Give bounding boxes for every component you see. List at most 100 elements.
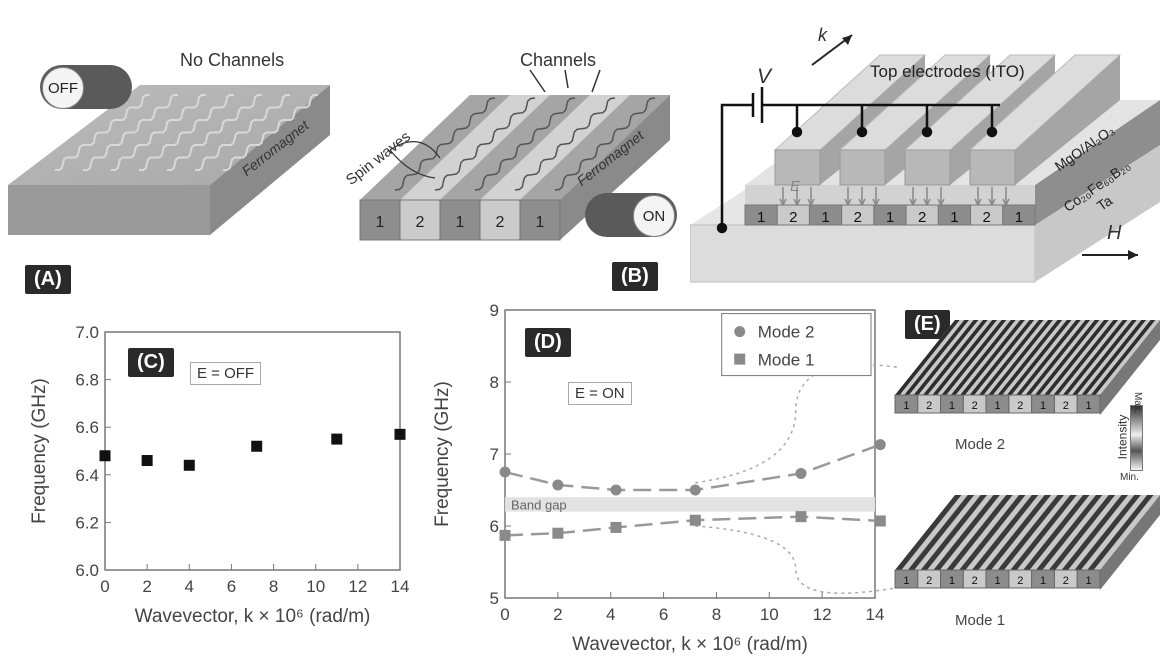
- spin-wave-line: [139, 94, 234, 171]
- ferromagnet-slab-top: [8, 85, 330, 185]
- y-tick-label: 7.0: [75, 323, 99, 342]
- panel-c-chart: 0 2 4 6 8 10 12 14 6.0 6.2 6.4 6.6 6.8 7.0 Wavevector,…: [29, 323, 409, 627]
- ferromagnet-slab-side: [210, 85, 330, 235]
- mode2-caption: Mode 2: [955, 436, 1006, 453]
- mode-stripe: [1081, 320, 1147, 395]
- ground-contact: [716, 222, 728, 234]
- y-tick-label: 6: [490, 517, 499, 536]
- data-point: [610, 484, 622, 496]
- spin-wave-line: [394, 97, 496, 191]
- mode-stripe: [971, 495, 1039, 570]
- mode-channel-number: 1: [1040, 400, 1046, 412]
- data-point: [331, 433, 343, 445]
- top-electrode-front: [774, 149, 821, 186]
- channel-front-cell: [479, 199, 521, 241]
- spin-wave-line: [55, 94, 150, 171]
- channel-front-cell: [359, 199, 401, 241]
- substrate-front: [690, 224, 1036, 283]
- mode-stripe: [978, 320, 1044, 395]
- legend-label-mode1: Mode 1: [758, 351, 815, 370]
- intensity-min-label: Min.: [1120, 472, 1139, 483]
- channels-title: Channels: [520, 50, 597, 70]
- mode-channel-number: 1: [994, 575, 1000, 587]
- panel-d-condition-label: E = ON: [568, 382, 632, 405]
- intensity-colorbar: [1130, 405, 1143, 471]
- y-axis-label: Frequency (GHz): [432, 381, 453, 527]
- mode-stripe: [984, 495, 1052, 570]
- top-electrode-front: [839, 149, 886, 186]
- data-point: [394, 428, 406, 440]
- data-point: [610, 521, 622, 533]
- device-channel-cell: [1002, 204, 1036, 226]
- spin-wave-line: [434, 97, 536, 191]
- device-channel-number: 1: [1015, 209, 1023, 226]
- mode-stripe: [1010, 495, 1077, 570]
- panel-a-illustration: [8, 85, 330, 235]
- y-tick-label: 6.2: [75, 513, 99, 532]
- electrode-contact: [791, 126, 803, 138]
- mode-stripe: [904, 320, 969, 395]
- mode-stripe: [907, 495, 975, 570]
- device-channel-number: 2: [982, 209, 990, 226]
- mode-stripe: [941, 320, 1007, 395]
- mode-stripe: [1016, 320, 1081, 395]
- channel-front-cell: [399, 199, 441, 241]
- top-electrode-side: [1015, 55, 1120, 185]
- mode-stripe: [1053, 320, 1119, 395]
- device-channel-number: 2: [918, 209, 926, 226]
- x-tick-label: 0: [100, 577, 109, 596]
- mode-channel-number: 1: [1040, 575, 1046, 587]
- mode-channel-number: 2: [1063, 400, 1069, 412]
- x-tick-label: 2: [553, 605, 562, 624]
- no-channels-title: No Channels: [180, 50, 285, 70]
- channel-stripe: [360, 95, 510, 200]
- mode-stripe: [1025, 320, 1091, 395]
- y-tick-label: 6.8: [75, 371, 99, 390]
- mode-channel-number: 1: [994, 400, 1000, 412]
- top-electrode-front: [904, 149, 951, 186]
- mode-stripe: [922, 320, 988, 395]
- mode-stripe: [1006, 320, 1072, 395]
- spin-wave-line: [554, 97, 656, 191]
- panel-e-tag: (E): [905, 310, 950, 339]
- x-tick-label: 14: [866, 605, 885, 624]
- y-tick-label: 7: [490, 445, 499, 464]
- legend-label-mode2: Mode 2: [758, 323, 815, 342]
- k-label: k: [818, 25, 827, 45]
- y-axis-label: Frequency (GHz): [29, 378, 50, 524]
- data-point: [795, 467, 807, 479]
- on-toggle-label: ON: [642, 207, 666, 225]
- mode-channel-number: 1: [903, 575, 909, 587]
- mode-stripe: [997, 320, 1063, 395]
- device-channel-number: 1: [886, 209, 894, 226]
- x-tick-label: 4: [185, 577, 194, 596]
- mode-stripe: [1048, 495, 1116, 570]
- mode-simulation-block: 1 2 1 2 1 2 1 2 1: [894, 495, 1160, 590]
- mode1-caption: Mode 1: [955, 612, 1006, 629]
- mode-channel-number: 2: [1017, 400, 1023, 412]
- x-tick-label: 0: [500, 605, 509, 624]
- mode-stripe: [1061, 495, 1128, 570]
- mode-channel-number: 2: [926, 400, 932, 412]
- mode-stripe: [932, 320, 997, 395]
- mode-stripe: [1035, 495, 1103, 570]
- mode-stripe: [933, 495, 1000, 570]
- legend-box: [721, 313, 872, 377]
- data-point: [141, 455, 153, 467]
- on-toggle: ON: [585, 193, 677, 237]
- y-tick-label: 6.0: [75, 561, 99, 580]
- off-toggle-label: OFF: [48, 79, 78, 97]
- spin-wave-line: [514, 97, 616, 191]
- x-tick-label: 12: [348, 577, 367, 596]
- y-tick-label: 6.6: [75, 418, 99, 437]
- channel-number: 2: [416, 214, 425, 231]
- mode-stripe: [913, 320, 979, 395]
- e-field-label: E: [790, 178, 801, 195]
- x-tick-label: 6: [227, 577, 236, 596]
- mode-stripe: [950, 320, 1016, 395]
- panel-a-tag: (A): [25, 265, 71, 294]
- channel-number: 2: [496, 214, 505, 231]
- channel-stripe: [440, 95, 590, 200]
- mode-channel-number: 1: [949, 575, 955, 587]
- data-point: [499, 529, 511, 541]
